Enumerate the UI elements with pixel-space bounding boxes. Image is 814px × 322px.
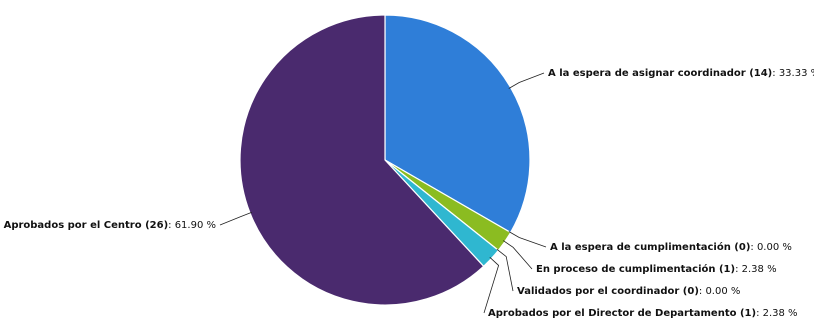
slice-label-value: : 2.38 % (735, 264, 777, 275)
slice-label-value: : 33.33 % (772, 68, 814, 79)
pie-slices (239, 14, 531, 306)
slice-label-value: : 61.90 % (168, 220, 216, 231)
label-leader-lines (219, 72, 547, 314)
label-leader-line (508, 231, 547, 248)
label-leader-line (502, 240, 533, 270)
slice-label-value: : 0.00 % (750, 242, 792, 253)
slice-label-name: A la espera de cumplimentación (0) (550, 241, 750, 253)
slice-label-name: Aprobados por el Director de Departament… (488, 308, 756, 319)
slice-data-label: Validados por el coordinador (0): 0.00 % (517, 286, 740, 297)
slice-data-label: En proceso de cumplimentación (1): 2.38 … (536, 263, 777, 275)
label-leader-line (496, 248, 514, 292)
slice-label-value: : 2.38 % (756, 308, 798, 319)
label-leader-line (508, 72, 545, 89)
label-leader-line (483, 257, 500, 314)
slice-data-label: Aprobados por el Director de Departament… (488, 308, 798, 319)
data-labels: A la espera de asignar coordinador (14):… (4, 68, 814, 319)
slice-label-name: Validados por el coordinador (0) (517, 286, 699, 297)
slice-data-label: A la espera de cumplimentación (0): 0.00… (550, 241, 792, 253)
slice-data-label: Aprobados por el Centro (26): 61.90 % (4, 220, 216, 231)
slice-data-label: A la espera de asignar coordinador (14):… (548, 68, 814, 79)
slice-label-name: A la espera de asignar coordinador (14) (548, 68, 772, 79)
label-leader-line (219, 211, 253, 226)
slice-label-name: En proceso de cumplimentación (1) (536, 263, 735, 275)
slice-label-name: Aprobados por el Centro (26) (4, 220, 169, 231)
slice-label-value: : 0.00 % (699, 286, 741, 297)
